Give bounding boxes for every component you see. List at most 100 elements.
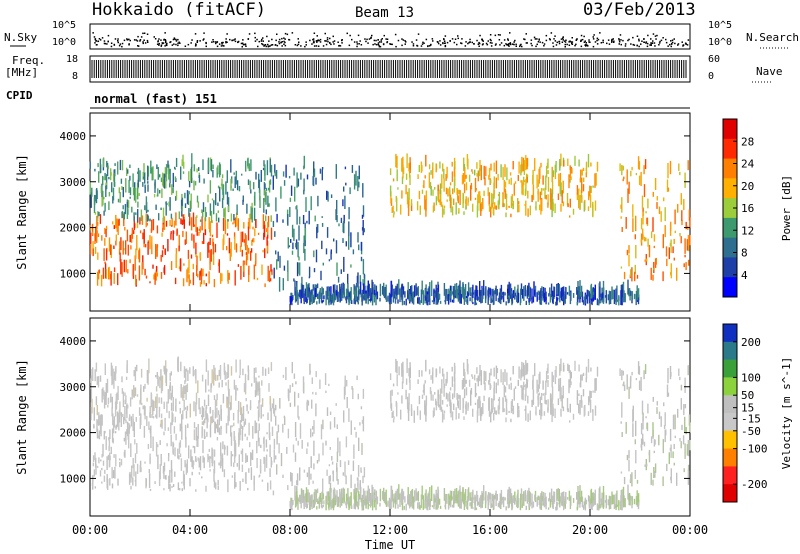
colorbar-tick-label: 24 bbox=[741, 158, 755, 171]
nsky-point bbox=[330, 43, 332, 46]
nsky-point bbox=[317, 39, 320, 42]
nsky-point bbox=[241, 46, 243, 48]
nsky-point bbox=[444, 44, 447, 47]
nsky-point bbox=[575, 39, 577, 41]
nsky-point bbox=[143, 39, 145, 41]
nsky-point bbox=[158, 44, 160, 46]
y-axis-label: Slant Range [km] bbox=[15, 359, 29, 475]
x-tick-label: 12:00 bbox=[372, 523, 408, 537]
nsky-point bbox=[278, 38, 281, 41]
nsky-point bbox=[454, 38, 457, 40]
nsky-point bbox=[599, 32, 601, 34]
nsky-point bbox=[633, 44, 636, 46]
colorbar-tick-label: -100 bbox=[741, 443, 768, 456]
nsky-point bbox=[378, 45, 381, 48]
nsky-point bbox=[216, 45, 219, 48]
nsky-point bbox=[93, 36, 96, 38]
nsky-point bbox=[545, 39, 548, 42]
beam-label: Beam 13 bbox=[355, 5, 415, 21]
nsky-point bbox=[139, 40, 141, 42]
nsky-tick-low: 10^0 bbox=[52, 37, 77, 48]
nsky-point bbox=[156, 43, 159, 45]
nsky-point bbox=[471, 41, 473, 44]
nsky-point bbox=[254, 40, 257, 42]
nsky-point bbox=[526, 42, 528, 44]
nsky-point bbox=[645, 42, 647, 44]
freq-unit: [MHz] bbox=[5, 66, 39, 79]
nsky-point bbox=[404, 43, 406, 45]
nsky-point bbox=[305, 41, 307, 43]
nsky-point bbox=[94, 42, 96, 44]
date-label: 03/Feb/2013 bbox=[583, 0, 696, 20]
nsky-point bbox=[242, 39, 244, 41]
nsky-point bbox=[380, 41, 383, 43]
nsky-point bbox=[313, 41, 315, 44]
nsky-point bbox=[136, 40, 139, 42]
nsky-point bbox=[278, 42, 281, 45]
colorbar-tick-label: 28 bbox=[741, 135, 754, 148]
nsky-point bbox=[173, 43, 175, 45]
nsky-point bbox=[669, 43, 671, 46]
nsky-point bbox=[481, 38, 483, 41]
nsky-point bbox=[237, 41, 239, 43]
nsky-point bbox=[117, 38, 119, 40]
nsky-point bbox=[165, 41, 167, 43]
nsky-point bbox=[114, 38, 117, 40]
nsky-point bbox=[368, 38, 371, 40]
nsky-point bbox=[366, 38, 368, 41]
nsky-point bbox=[596, 37, 599, 40]
nsky-point bbox=[332, 41, 334, 43]
nsky-point bbox=[110, 42, 113, 44]
nsky-point bbox=[300, 45, 302, 47]
nsky-point bbox=[449, 40, 451, 42]
nsky-point bbox=[564, 41, 567, 43]
nsky-point bbox=[107, 34, 110, 37]
nsky-point bbox=[162, 42, 165, 44]
freq-tick-high: 18 bbox=[66, 54, 79, 65]
nsky-point bbox=[647, 34, 649, 37]
nsky-point bbox=[686, 44, 689, 46]
nsky-point bbox=[281, 41, 283, 43]
nsky-point bbox=[329, 41, 331, 44]
nsky-label: N.Sky bbox=[4, 31, 38, 44]
nsky-point bbox=[225, 40, 227, 43]
nsky-point bbox=[587, 45, 589, 47]
nsky-point bbox=[99, 39, 102, 41]
nsky-point bbox=[326, 38, 329, 41]
colorbar-tick-label: 200 bbox=[741, 336, 761, 349]
nsky-point bbox=[203, 38, 205, 40]
nsky-point bbox=[536, 43, 538, 46]
nsky-point bbox=[212, 41, 215, 43]
colorbar-cell bbox=[723, 448, 737, 467]
nsky-point bbox=[401, 44, 403, 47]
nsky-point bbox=[142, 42, 144, 45]
nsky-point bbox=[600, 42, 603, 44]
nsky-point bbox=[479, 34, 481, 37]
nsky-point bbox=[291, 32, 294, 34]
nsky-point bbox=[146, 39, 149, 42]
nsky-point bbox=[478, 45, 480, 47]
nsky-point bbox=[519, 45, 521, 48]
x-tick-label: 20:00 bbox=[572, 523, 608, 537]
nsky-point bbox=[584, 40, 586, 42]
nsky-point bbox=[353, 41, 356, 43]
nsky-point bbox=[665, 38, 667, 41]
nsky-point bbox=[524, 38, 526, 41]
nsky-point bbox=[537, 41, 540, 43]
nsky-point bbox=[461, 42, 463, 45]
colorbar-tick-label: 8 bbox=[741, 247, 748, 260]
nsky-point bbox=[428, 45, 431, 47]
y-tick-label: 2000 bbox=[60, 222, 87, 235]
nsky-point bbox=[439, 40, 441, 42]
nsky-point bbox=[106, 43, 108, 45]
nsky-point bbox=[92, 32, 94, 34]
nsky-point bbox=[596, 43, 599, 45]
nsky-point bbox=[611, 38, 613, 41]
nsky-point bbox=[326, 37, 329, 39]
nsky-point bbox=[612, 38, 614, 40]
nsky-point bbox=[650, 42, 652, 44]
nsky-point bbox=[457, 35, 459, 37]
nsky-point bbox=[254, 36, 256, 39]
nsky-point bbox=[364, 38, 366, 40]
